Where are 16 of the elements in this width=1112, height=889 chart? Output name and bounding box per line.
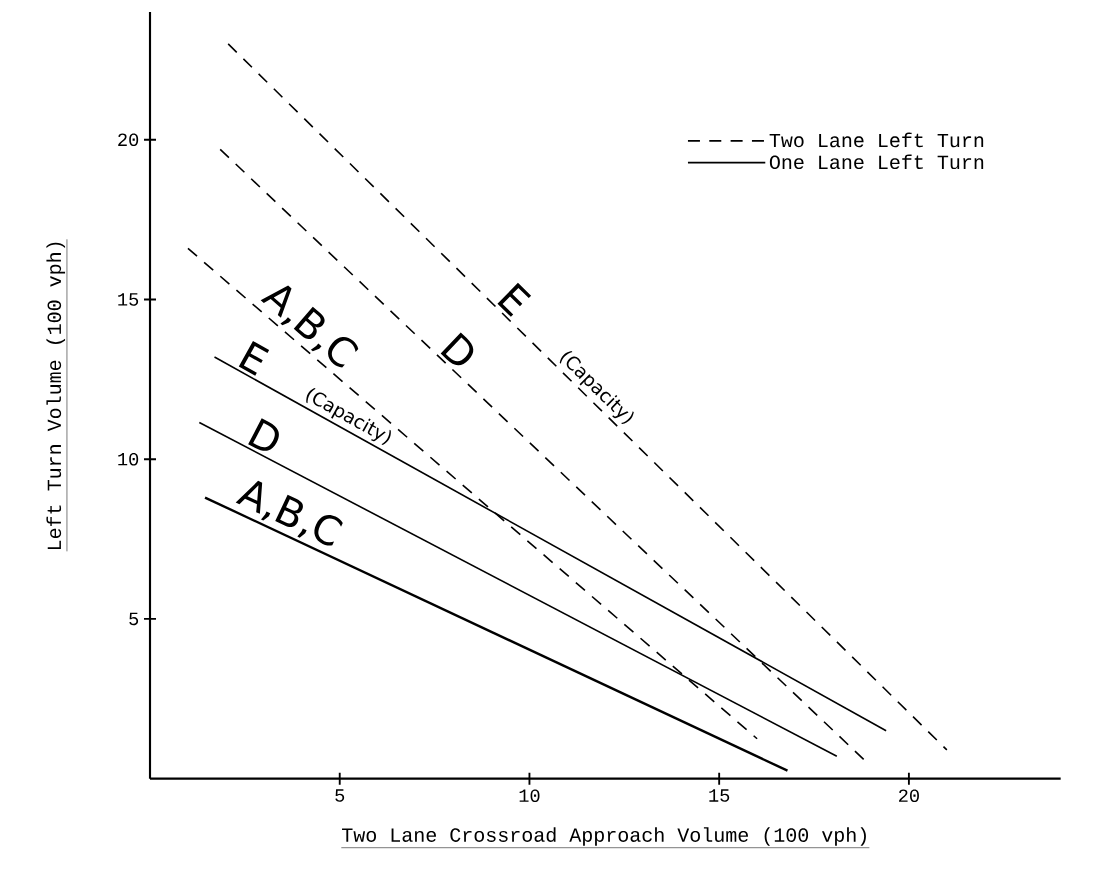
x-axis-title: Two Lane Crossroad Approach Volume (100 vph) [342, 827, 866, 846]
legend-label: One Lane Left Turn [769, 154, 984, 169]
x-tick-label: 15 [709, 789, 730, 802]
x-tick-label: 20 [899, 789, 919, 802]
annotation: A,B,C [235, 480, 343, 546]
y-tick-label: 15 [118, 293, 139, 306]
y-tick-label: 5 [129, 612, 139, 626]
y-tick-label: 10 [118, 452, 139, 466]
x-tick-label: 10 [519, 789, 540, 802]
y-tick-label: 20 [118, 133, 139, 146]
x-tick-label: 5 [335, 789, 345, 802]
annotation: E [497, 282, 532, 317]
annotation: D [440, 332, 474, 366]
annotation: D [248, 418, 279, 451]
legend-label: Two Lane Left Turn [769, 132, 984, 148]
y-axis-title: Left Turn Volume (100 vph) [46, 242, 66, 549]
